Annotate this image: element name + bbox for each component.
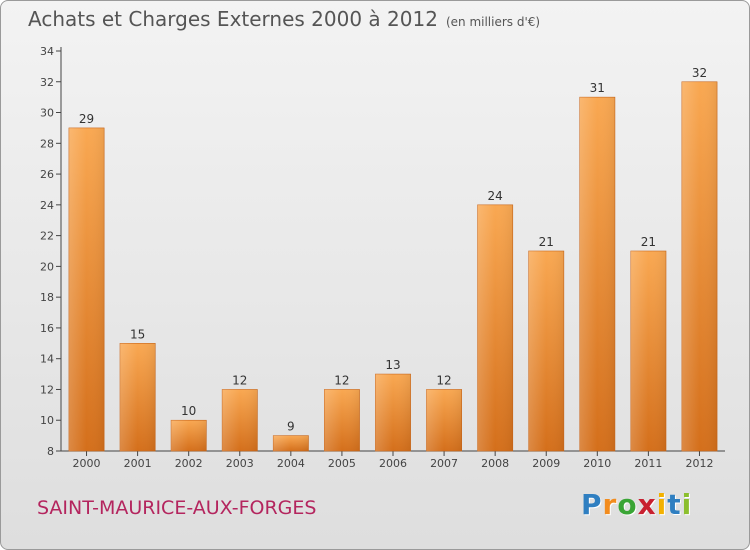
bar-value-label: 15 <box>130 327 145 341</box>
y-tick-label: 34 <box>40 45 54 58</box>
bars: 29 15 10 12 9 12 13 12 24 21 31 21 32 <box>68 66 718 452</box>
bar-value-label: 21 <box>539 235 554 249</box>
bar-shine <box>171 420 207 451</box>
y-tick-label: 18 <box>40 291 54 304</box>
bar-shine <box>324 389 360 451</box>
bar-shine <box>375 374 411 451</box>
logo-letter: r <box>602 488 618 521</box>
bar-value-label: 21 <box>641 235 656 249</box>
bar-shine <box>579 97 615 452</box>
logo-letter: x <box>637 488 657 521</box>
x-tick-label: 2012 <box>685 457 713 470</box>
x-tick-label: 2002 <box>175 457 203 470</box>
bar-shine <box>119 343 156 451</box>
x-axis: 2000 2001 2002 2003 2004 2005 2006 2007 2008 2009… <box>61 450 725 470</box>
bar-shine <box>477 204 513 451</box>
proxiti-logo[interactable]: Proxiti <box>581 488 692 521</box>
y-tick-label: 14 <box>40 353 54 366</box>
x-tick-label: 2009 <box>532 457 560 470</box>
x-tick-label: 2008 <box>481 457 509 470</box>
bar-shine <box>222 389 258 451</box>
bar-shine <box>681 81 718 452</box>
y-tick-label: 10 <box>40 414 54 427</box>
bar-shine <box>426 389 462 451</box>
bar-shine <box>630 251 667 451</box>
bar-value-label: 12 <box>334 373 349 387</box>
chart-title: Achats et Charges Externes 2000 à 2012 (e… <box>28 7 540 31</box>
logo-letter: P <box>581 488 603 521</box>
x-tick-label: 2001 <box>124 457 152 470</box>
bar-value-label: 12 <box>436 373 451 387</box>
x-tick-label: 2005 <box>328 457 356 470</box>
logo-letter: o <box>617 488 638 521</box>
x-tick-label: 2011 <box>634 457 662 470</box>
bar-value-label: 9 <box>287 420 295 434</box>
bar-value-label: 29 <box>79 112 94 126</box>
commune-name: SAINT-MAURICE-AUX-FORGES <box>37 497 317 519</box>
logo-letter: i <box>681 488 693 521</box>
bar-value-label: 24 <box>488 189 503 203</box>
bar-value-label: 31 <box>590 81 605 95</box>
x-tick-label: 2000 <box>73 457 101 470</box>
bar-value-label: 10 <box>181 404 196 418</box>
y-axis: 8 10 12 14 16 18 20 22 24 26 28 30 32 34 <box>40 45 62 458</box>
y-tick-label: 20 <box>40 260 54 273</box>
y-tick-label: 12 <box>40 383 54 396</box>
chart-unit: (en milliers d'€) <box>445 15 541 29</box>
x-tick-label: 2003 <box>226 457 254 470</box>
bar-value-label: 12 <box>232 373 247 387</box>
chart-title-text: Achats et Charges Externes 2000 à 2012 <box>28 7 438 31</box>
logo-letter: t <box>667 488 682 521</box>
y-tick-label: 24 <box>40 199 54 212</box>
y-tick-label: 22 <box>40 230 54 243</box>
bar-value-label: 13 <box>385 358 400 372</box>
logo-letter: i <box>656 488 668 521</box>
y-tick-label: 26 <box>40 168 54 181</box>
bar-shine <box>273 435 309 451</box>
y-tick-label: 32 <box>40 76 54 89</box>
y-tick-label: 16 <box>40 322 54 335</box>
bar-shine <box>528 251 564 451</box>
x-tick-label: 2006 <box>379 457 407 470</box>
bar-value-label: 32 <box>692 66 707 80</box>
x-tick-label: 2010 <box>583 457 611 470</box>
x-tick-label: 2004 <box>277 457 305 470</box>
y-tick-label: 28 <box>40 137 54 150</box>
x-tick-label: 2007 <box>430 457 458 470</box>
bar-shine <box>68 127 105 451</box>
y-tick-label: 30 <box>40 107 54 120</box>
y-tick-label: 8 <box>47 445 54 458</box>
